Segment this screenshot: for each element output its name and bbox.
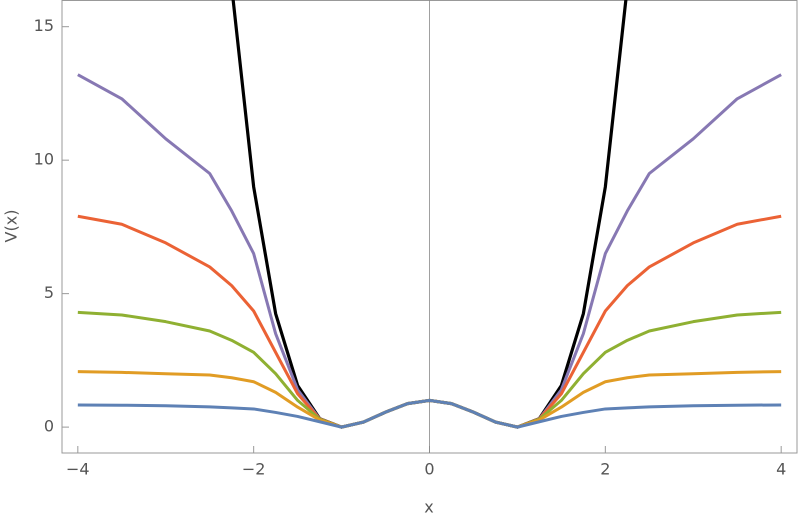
x-tick-label: 0 (424, 460, 434, 479)
y-tick-label: 15 (34, 16, 54, 35)
x-tick-label: −2 (242, 460, 266, 479)
plot-area (77, 0, 782, 429)
y-tick-label: 5 (44, 283, 54, 302)
x-axis-label: x (424, 498, 433, 517)
x-tick-label: 4 (776, 460, 786, 479)
y-axis-label: V(x) (2, 210, 21, 243)
line-series (77, 398, 782, 429)
y-tick-label: 10 (34, 150, 54, 169)
x-tick-label: 2 (600, 460, 610, 479)
x-tick-label: −4 (66, 460, 90, 479)
y-tick-label: 0 (44, 417, 54, 436)
